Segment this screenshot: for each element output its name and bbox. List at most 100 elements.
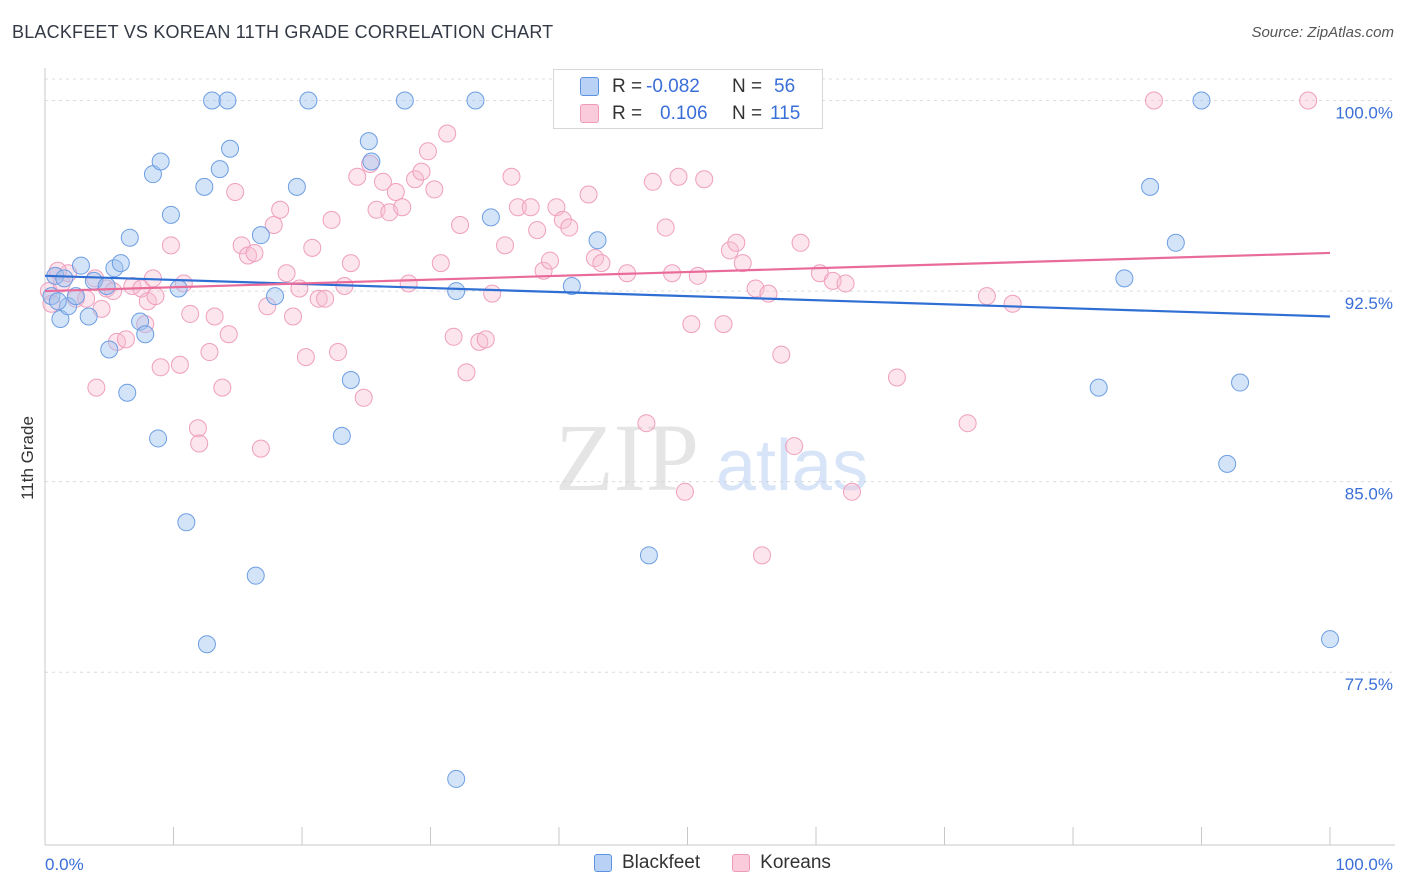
koreans-point (714, 315, 733, 334)
blackfeet-point (1089, 378, 1108, 397)
koreans-point (791, 233, 810, 252)
blackfeet-swatch (580, 77, 599, 96)
koreans-point (116, 330, 135, 349)
r-value: 0.106 (660, 102, 708, 124)
n-label: N = (732, 75, 763, 97)
blackfeet-point (218, 91, 237, 110)
koreans-point (695, 170, 714, 189)
blackfeet-point (48, 292, 67, 311)
koreans-point (87, 378, 106, 397)
blackfeet-point (466, 91, 485, 110)
trend-lines (44, 251, 1331, 318)
koreans-point (836, 274, 855, 293)
blackfeet-point (588, 231, 607, 250)
blackfeet-point (639, 546, 658, 565)
koreans-point (444, 327, 463, 346)
x-tick-label: 0.0% (45, 855, 84, 874)
blackfeet-point (203, 91, 222, 110)
koreans-point (136, 315, 155, 334)
r-label: R = (612, 75, 643, 97)
koreans-point (373, 172, 392, 191)
legend-label-blackfeet: Blackfeet (622, 852, 701, 873)
koreans-point (675, 482, 694, 501)
koreans-point (264, 216, 283, 234)
n-value: 56 (774, 75, 796, 97)
koreans-point (977, 287, 996, 306)
koreans-point (412, 162, 431, 181)
blackfeet-point (195, 177, 214, 196)
koreans-point (284, 307, 303, 326)
watermark: ZIP atlas (555, 404, 868, 511)
blackfeet-point (66, 287, 85, 306)
koreans-point (188, 419, 207, 438)
blackfeet-point (481, 208, 500, 227)
koreans-point (656, 218, 675, 237)
blackfeet-point (1141, 177, 1160, 196)
koreans-point (958, 414, 977, 433)
source-label: Source: ZipAtlas.com (1251, 24, 1394, 41)
koreans-point (688, 266, 707, 285)
koreans-point (190, 434, 209, 453)
blackfeet-point (55, 269, 74, 288)
blackfeet-point (151, 152, 170, 171)
koreans-point (682, 315, 701, 334)
blackfeet-point (447, 769, 466, 788)
koreans-trend-line (44, 251, 1331, 293)
r-value: -0.082 (646, 75, 700, 97)
koreans-point (669, 167, 688, 186)
koreans-point (425, 180, 444, 199)
y-tick-label: 77.5% (1345, 675, 1393, 694)
koreans-point (181, 304, 200, 323)
blackfeet-point (1192, 91, 1211, 110)
axes (44, 68, 1395, 846)
blackfeet-point (287, 177, 306, 196)
n-value: 115 (770, 102, 801, 124)
koreans-point (496, 236, 515, 255)
r-label: R = (612, 102, 643, 124)
blackfeet-point (221, 139, 240, 158)
koreans-point (508, 198, 527, 217)
y-tick-label: 92.5% (1345, 294, 1393, 313)
blackfeet-point (1115, 269, 1134, 288)
watermark-zip: ZIP (555, 404, 699, 511)
koreans-point (303, 238, 322, 257)
koreans-point (1144, 91, 1163, 110)
koreans-legend-swatch (732, 854, 751, 872)
koreans-point (553, 210, 572, 229)
tick-labels: 77.5% 85.0% 92.5% 100.0% 0.0% 100.0% (45, 103, 1393, 874)
y-axis-label: 11th Grade (18, 416, 37, 500)
blackfeet-point (97, 276, 116, 295)
blackfeet-point (149, 429, 168, 448)
koreans-point (457, 363, 476, 382)
series-legend: Blackfeet Koreans (594, 852, 863, 874)
koreans-point (277, 264, 296, 283)
koreans-point (418, 142, 437, 161)
blackfeet-point (161, 205, 180, 224)
koreans-point (341, 254, 360, 273)
koreans-point (785, 437, 804, 456)
koreans-point (1299, 91, 1318, 110)
koreans-point (226, 182, 245, 201)
koreans-point (592, 254, 611, 273)
legend-item-koreans[interactable]: Koreans (732, 852, 831, 874)
blackfeet-point (332, 426, 351, 445)
blackfeet-point (447, 282, 466, 301)
legend-item-blackfeet[interactable]: Blackfeet (594, 852, 700, 874)
koreans-point (541, 251, 560, 270)
blackfeet-point (395, 91, 414, 110)
koreans-point (887, 368, 906, 387)
koreans-point (200, 343, 219, 362)
chart-title: BLACKFEET VS KOREAN 11TH GRADE CORRELATI… (12, 22, 554, 42)
blackfeet-point (120, 228, 139, 247)
koreans-point (772, 345, 791, 364)
koreans-point (258, 297, 277, 316)
blackfeet-point (111, 254, 130, 273)
koreans-point (406, 170, 425, 189)
koreans-point (727, 233, 746, 252)
n-label: N = (732, 102, 763, 124)
koreans-swatch (580, 104, 599, 123)
koreans-point (451, 216, 470, 234)
blackfeet-point (1166, 233, 1185, 252)
blackfeet-point (210, 160, 229, 179)
blackfeet-point (59, 297, 78, 316)
